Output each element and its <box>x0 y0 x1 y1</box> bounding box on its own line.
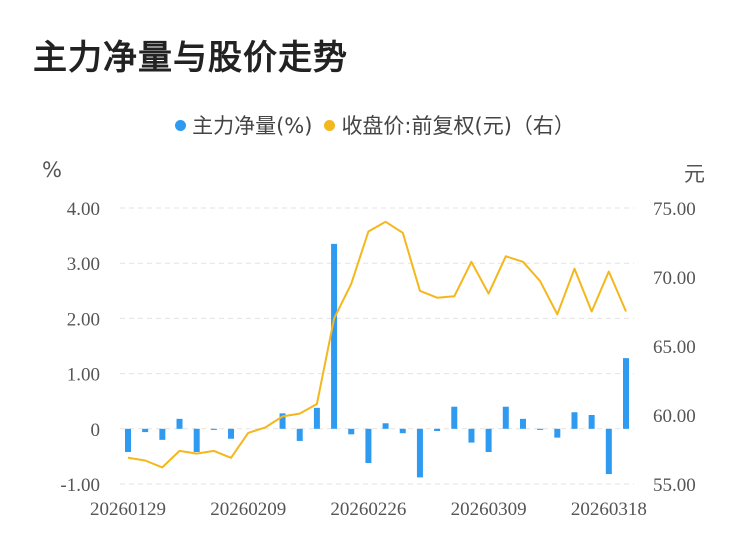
bar-net-volume <box>365 428 372 464</box>
bar-net-volume <box>502 406 509 429</box>
bar-net-volume <box>176 418 183 429</box>
bar-net-volume <box>348 428 355 435</box>
bar-net-volume <box>313 407 320 429</box>
bar-net-volume <box>331 243 338 429</box>
bar-net-volume <box>588 415 595 429</box>
bar-net-volume <box>571 412 578 429</box>
x-tick-label: 20260209 <box>210 499 286 520</box>
left-tick-label: -1.00 <box>60 475 100 496</box>
bar-net-volume <box>296 428 303 441</box>
legend-label-net-volume: 主力净量(%) <box>192 114 313 138</box>
bar-net-volume <box>519 418 526 429</box>
bar-net-volume <box>210 428 217 430</box>
line-close-price <box>127 220 627 469</box>
left-axis-ticks: -1.00 0 1.00 2.00 3.00 4.00 <box>60 199 100 496</box>
right-axis-unit: 元 <box>684 162 705 186</box>
x-tick-label: 20260309 <box>451 499 527 520</box>
left-tick-label: 4.00 <box>67 199 100 220</box>
legend-item-close-price[interactable]: 收盘价:前复权(元)（右） <box>324 110 575 140</box>
bar-net-volume <box>623 358 629 429</box>
grid-lines <box>120 207 634 485</box>
bar-net-volume <box>125 428 131 452</box>
legend-marker-blue <box>175 119 187 131</box>
right-tick-label: 60.00 <box>653 406 696 427</box>
left-tick-label: 1.00 <box>67 365 100 386</box>
bar-net-volume <box>605 428 612 475</box>
x-tick-label: 20260129 <box>90 499 166 520</box>
bar-net-volume <box>382 423 389 429</box>
left-tick-label: 2.00 <box>67 309 100 330</box>
bar-net-volume <box>228 428 235 439</box>
bar-series <box>125 243 629 478</box>
bar-net-volume <box>142 428 149 433</box>
bar-net-volume <box>279 413 286 429</box>
x-axis-ticks: 20260129 20260209 20260226 20260309 20260318 <box>90 499 647 520</box>
bar-net-volume <box>485 428 492 452</box>
bar-net-volume <box>416 428 423 478</box>
chart-title: 主力净量与股价走势 <box>33 38 348 78</box>
left-tick-label: 0 <box>91 420 101 441</box>
bar-net-volume <box>537 428 544 430</box>
bar-net-volume <box>451 406 458 429</box>
right-tick-label: 70.00 <box>653 268 696 289</box>
x-tick-label: 20260318 <box>571 499 647 520</box>
legend-marker-yellow <box>324 119 336 131</box>
bar-net-volume <box>193 428 200 452</box>
bar-net-volume <box>554 428 561 438</box>
bar-net-volume <box>434 428 441 432</box>
x-tick-label: 20260226 <box>330 499 406 520</box>
legend: 主力净量(%) 收盘价:前复权(元)（右） <box>0 110 750 140</box>
left-tick-label: 3.00 <box>67 254 100 275</box>
line-series <box>127 220 627 469</box>
bar-net-volume <box>159 428 166 440</box>
right-tick-label: 65.00 <box>653 337 696 358</box>
left-axis-unit: % <box>42 158 62 182</box>
right-tick-label: 55.00 <box>653 475 696 496</box>
legend-item-net-volume[interactable]: 主力净量(%) <box>175 110 312 140</box>
bar-net-volume <box>468 428 475 443</box>
right-tick-label: 75.00 <box>653 199 696 220</box>
bar-net-volume <box>399 428 406 434</box>
right-axis-ticks: 55.00 60.00 65.00 70.00 75.00 <box>653 199 696 496</box>
legend-label-close-price: 收盘价:前复权(元)（右） <box>341 114 575 138</box>
